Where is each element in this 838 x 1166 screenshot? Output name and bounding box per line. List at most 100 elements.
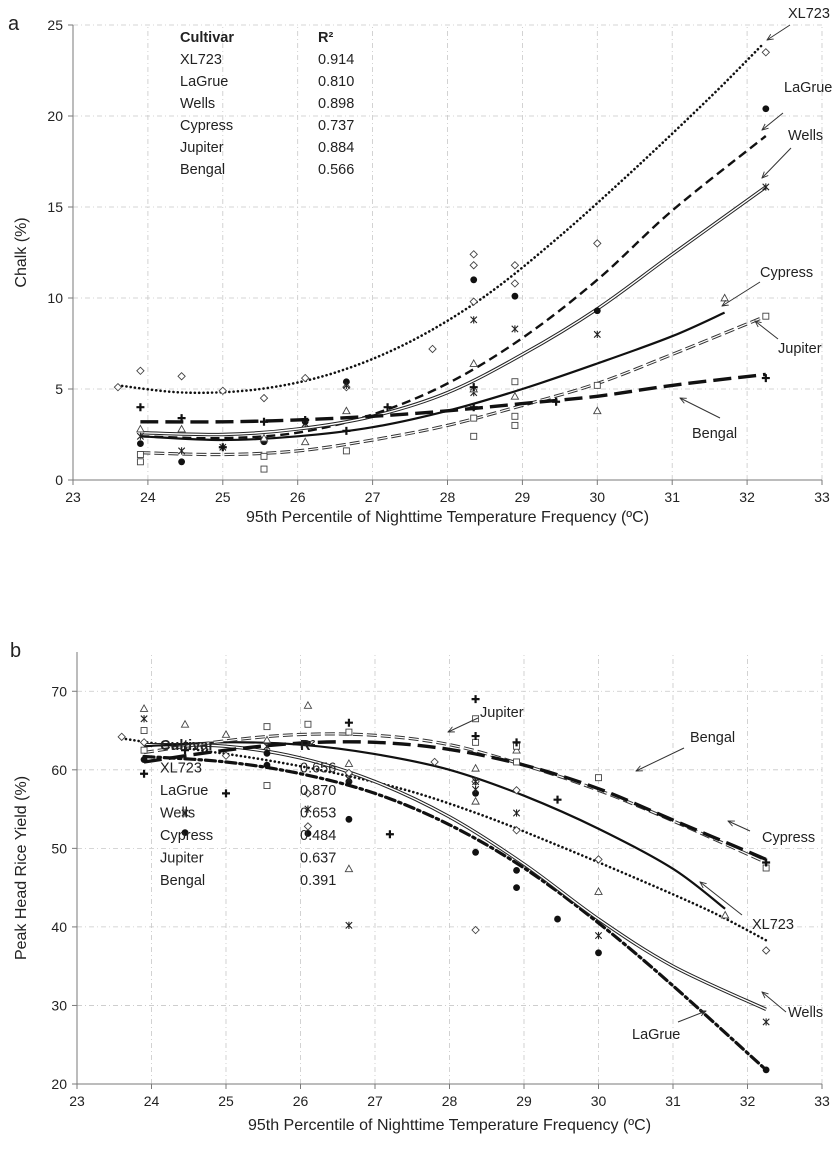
data-point-jupiter — [470, 414, 478, 422]
x-tick-label: 23 — [69, 1093, 85, 1109]
annotation-arrow — [755, 321, 779, 340]
data-point-lagrue — [513, 884, 520, 892]
y-tick-label: 40 — [51, 919, 67, 935]
data-point-xl723 — [761, 48, 771, 57]
data-point-lagrue — [513, 866, 520, 874]
table-cell-r2: 0.870 — [300, 783, 336, 799]
data-point-xl723 — [761, 946, 771, 955]
data-point-xl723 — [510, 261, 520, 270]
panel-label: b — [10, 640, 21, 662]
table-cell-cultivar: XL723 — [180, 52, 222, 68]
y-tick-label: 15 — [47, 199, 63, 215]
data-point-bengal — [222, 789, 230, 798]
annotation-label-lagrue: LaGrue — [784, 80, 832, 96]
table-cell-cultivar: LaGrue — [180, 74, 228, 90]
data-point-jupiter — [140, 746, 148, 754]
y-tick-label: 0 — [55, 472, 63, 488]
table-cell-r2: 0.898 — [318, 96, 354, 112]
data-point-bengal — [344, 718, 353, 727]
data-point-lagrue — [181, 829, 189, 837]
y-axis-label: Peak Head Rice Yield (%) — [13, 776, 30, 960]
x-axis-label: 95th Percentile of Nighttime Temperature… — [246, 509, 649, 526]
data-point-cypress — [300, 437, 310, 446]
data-point-xl723 — [303, 822, 313, 831]
data-point-xl723 — [218, 386, 228, 396]
data-point-jupiter — [263, 723, 271, 731]
data-point-xl723 — [512, 826, 521, 835]
trend-line-lagrue — [142, 754, 768, 1072]
annotation-arrow — [762, 147, 792, 178]
data-point-xl723 — [259, 393, 269, 403]
data-point-cypress — [136, 424, 145, 433]
x-tick-label: 26 — [290, 489, 306, 505]
data-point-wells — [345, 775, 353, 783]
data-point-bengal — [512, 738, 521, 747]
x-tick-label: 24 — [140, 489, 156, 505]
data-point-cypress — [469, 358, 479, 367]
annotation-arrow — [762, 112, 784, 130]
data-point-bengal — [469, 383, 478, 392]
table-cell-cultivar: Wells — [180, 96, 215, 112]
y-tick-label: 30 — [51, 997, 67, 1013]
data-point-cypress — [180, 719, 190, 728]
y-tick-label: 20 — [51, 1076, 67, 1092]
annotation-arrow — [700, 882, 743, 916]
data-point-xl723 — [117, 732, 126, 742]
annotation-label-xl723: XL723 — [788, 6, 830, 22]
data-point-bengal — [218, 443, 227, 452]
table-cell-r2: 0.391 — [300, 873, 336, 889]
annotation-label-bengal: Bengal — [690, 730, 735, 746]
annotation-arrow — [677, 1011, 706, 1023]
annotation-label-cypress: Cypress — [760, 265, 813, 281]
data-point-wells — [345, 921, 353, 929]
table-header-cultivar: Cultivar — [180, 30, 234, 46]
annotation-label-wells: Wells — [788, 128, 823, 144]
data-point-jupiter — [260, 465, 268, 473]
table-cell-r2: 0.810 — [318, 74, 354, 90]
annotation-label-cypress: Cypress — [762, 830, 815, 846]
data-point-cypress — [303, 700, 313, 709]
data-point-xl723 — [512, 786, 521, 795]
y-axis-label: Chalk (%) — [13, 217, 30, 287]
x-tick-label: 33 — [814, 489, 830, 505]
data-point-wells — [762, 183, 770, 191]
data-point-wells — [594, 931, 603, 940]
data-point-lagrue — [140, 756, 148, 764]
data-point-bengal — [471, 732, 480, 741]
table-cell-r2: 0.653 — [300, 806, 336, 822]
x-axis-label: 95th Percentile of Nighttime Temperature… — [248, 1117, 651, 1134]
data-point-cypress — [510, 391, 520, 400]
annotation-label-lagrue: LaGrue — [632, 1027, 680, 1043]
annotation-label-jupiter: Jupiter — [778, 341, 822, 357]
data-point-xl723 — [469, 297, 478, 306]
data-point-xl723 — [471, 925, 480, 935]
table-cell-cultivar: XL723 — [160, 761, 202, 777]
annotation-arrow — [762, 992, 787, 1013]
table-cell-cultivar: Bengal — [180, 162, 225, 178]
table-header-r2: R² — [318, 30, 333, 46]
data-point-jupiter — [140, 727, 148, 734]
data-point-bengal — [259, 417, 268, 426]
y-tick-label: 70 — [51, 683, 67, 699]
data-point-xl723 — [177, 372, 186, 381]
annotation-label-jupiter: Jupiter — [480, 705, 524, 721]
x-tick-label: 29 — [516, 1093, 532, 1109]
table-cell-r2: 0.737 — [318, 118, 354, 134]
table-cell-r2: 0.656 — [300, 761, 336, 777]
annotation-label-xl723: XL723 — [752, 917, 794, 933]
data-point-cypress — [720, 910, 730, 919]
data-point-wells — [471, 785, 480, 794]
data-point-lagrue — [593, 307, 601, 315]
trend-line-xl723 — [120, 737, 768, 942]
data-point-bengal — [301, 415, 310, 424]
data-point-bengal — [761, 374, 770, 383]
data-point-xl723 — [430, 757, 439, 767]
x-tick-label: 28 — [442, 1093, 458, 1109]
x-tick-label: 27 — [365, 489, 381, 505]
data-point-lagrue — [263, 749, 271, 757]
data-point-bengal — [140, 769, 149, 778]
data-point-bengal — [469, 403, 478, 412]
data-point-bengal — [762, 858, 771, 867]
data-point-wells — [512, 809, 521, 817]
x-tick-label: 28 — [440, 489, 456, 505]
